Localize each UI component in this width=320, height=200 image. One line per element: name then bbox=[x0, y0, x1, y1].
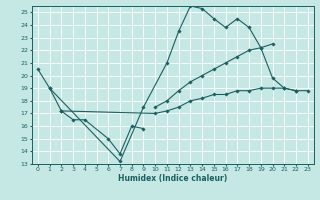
X-axis label: Humidex (Indice chaleur): Humidex (Indice chaleur) bbox=[118, 174, 228, 183]
